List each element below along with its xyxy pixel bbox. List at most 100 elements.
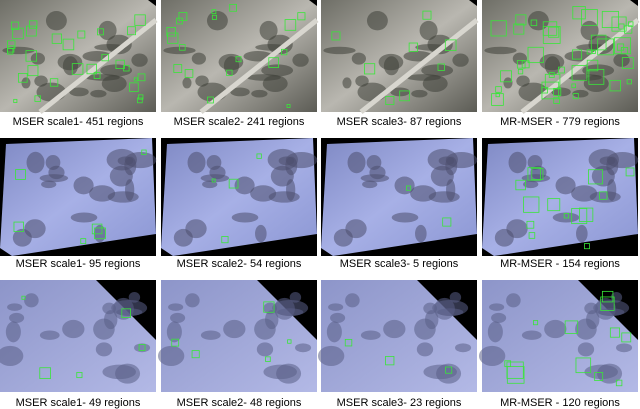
terrain-patch	[182, 77, 192, 89]
terrain-patch	[24, 293, 39, 308]
terrain-patch	[30, 52, 45, 65]
region-box	[572, 93, 579, 100]
panel	[482, 0, 640, 114]
region-box	[184, 69, 194, 78]
caption: MSER scale3- 87 regions	[337, 116, 462, 128]
region-box	[586, 49, 592, 55]
region-box	[588, 68, 605, 85]
region-box	[527, 167, 541, 181]
caption: MSER scale2- 241 regions	[174, 116, 305, 128]
region-box	[171, 338, 180, 347]
terrain-patch	[295, 343, 312, 353]
terrain-patch	[206, 11, 228, 31]
region-box	[614, 37, 632, 55]
caption: MR-MSER - 154 regions	[500, 258, 620, 270]
region-box	[628, 21, 634, 27]
terrain-patch	[246, 74, 281, 81]
terrain-patch	[263, 302, 278, 315]
region-box	[207, 96, 214, 104]
terrain-patch	[391, 212, 419, 223]
terrain-patch	[383, 319, 406, 339]
panel	[161, 0, 319, 114]
region-box	[581, 9, 598, 26]
panel	[0, 280, 156, 392]
region-box	[77, 30, 86, 39]
region-box	[137, 73, 146, 82]
region-box	[601, 290, 614, 303]
region-box	[34, 95, 41, 102]
terrain-patch	[378, 53, 404, 71]
caption: MSER scale2- 48 regions	[177, 397, 302, 409]
road	[520, 18, 640, 114]
panel	[0, 138, 157, 256]
region-box	[495, 86, 502, 93]
region-box	[579, 207, 594, 222]
region-box	[385, 356, 395, 366]
terrain-patch	[69, 87, 89, 97]
region-box	[127, 26, 136, 36]
terrain-patch	[411, 89, 428, 98]
region-box	[13, 98, 18, 103]
region-box	[25, 25, 37, 37]
region-box	[138, 94, 144, 100]
terrain-patch	[128, 291, 141, 303]
terrain-patch	[185, 219, 207, 239]
terrain-patch	[586, 310, 600, 330]
caption: MSER scale1- 95 regions	[16, 258, 141, 270]
terrain-patch	[421, 64, 454, 77]
terrain-patch	[263, 364, 297, 380]
region-box	[399, 90, 410, 102]
region-box	[211, 14, 217, 20]
terrain-patch	[555, 176, 576, 195]
region-box	[173, 64, 183, 73]
region-box	[558, 66, 565, 74]
terrain-patch	[170, 312, 186, 323]
region-box	[10, 21, 20, 30]
terrain-patch	[606, 156, 619, 176]
terrain-patch	[234, 176, 255, 195]
terrain-patch	[576, 224, 588, 243]
terrain-patch	[437, 308, 464, 316]
region-box	[221, 236, 229, 244]
region-box	[211, 9, 217, 15]
terrain-patch	[0, 345, 24, 367]
region-box	[385, 96, 395, 106]
terrain-patch	[259, 20, 278, 41]
region-box	[138, 344, 146, 351]
terrain-patch	[26, 151, 45, 174]
region-box	[515, 14, 527, 26]
region-box	[211, 178, 216, 183]
region-box	[12, 27, 24, 40]
region-box	[62, 38, 75, 51]
region-box	[281, 48, 288, 56]
terrain-patch	[62, 319, 85, 339]
terrain-patch	[326, 321, 342, 343]
region-box	[609, 79, 621, 92]
region-box	[176, 17, 183, 25]
terrain-patch	[406, 74, 441, 81]
terrain-patch	[491, 312, 507, 323]
region-box	[235, 56, 242, 63]
terrain-patch	[131, 53, 148, 67]
region-box	[591, 49, 596, 54]
region-box	[500, 70, 513, 83]
terrain-patch	[452, 53, 469, 67]
region-box	[141, 149, 147, 155]
region-box	[506, 366, 525, 384]
terrain-patch	[445, 156, 458, 176]
region-box	[530, 19, 538, 27]
terrain-patch	[423, 364, 457, 380]
region-box	[179, 44, 186, 51]
terrain-patch	[366, 11, 388, 31]
panel	[321, 0, 479, 114]
panel	[157, 280, 317, 392]
caption: MR-MSER - 779 regions	[500, 116, 620, 128]
region-box	[490, 20, 507, 37]
region-box	[528, 232, 536, 239]
region-box	[115, 59, 125, 70]
region-box	[521, 60, 530, 69]
terrain-patch	[157, 345, 185, 367]
region-box	[547, 198, 561, 212]
region-box	[166, 26, 176, 37]
region-box	[531, 167, 544, 180]
